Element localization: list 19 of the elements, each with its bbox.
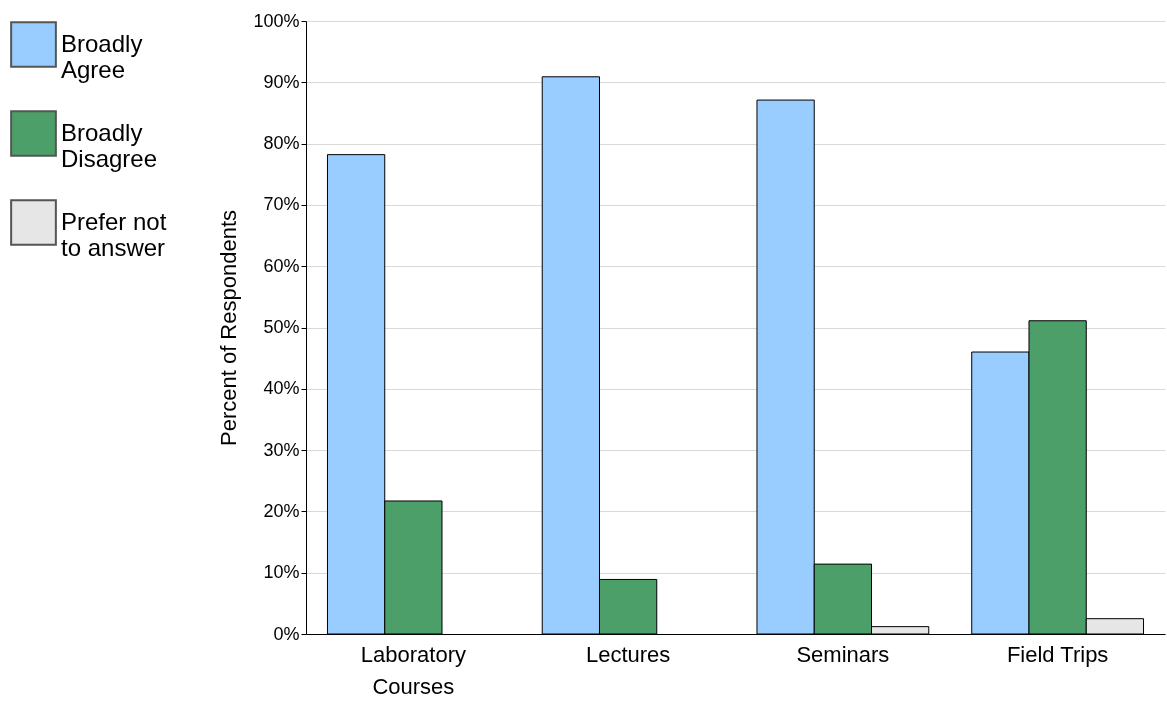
y-axis-title: Percent of Respondents	[216, 209, 242, 447]
x-tick-label: Seminars	[796, 641, 890, 667]
y-tick-label: 50%	[263, 317, 300, 337]
x-tick-label: Laboratory Courses	[360, 641, 466, 699]
y-tick-label: 90%	[263, 71, 300, 92]
legend-label: Broadly Agree	[61, 29, 143, 83]
x-tick-label: Lectures	[585, 641, 671, 667]
y-tick-label: 30%	[263, 439, 300, 460]
y-tick-label: 100%	[253, 10, 300, 31]
y-tick-label: 60%	[263, 255, 300, 276]
y-tick-label: 10%	[263, 562, 300, 583]
y-tick-label: 20%	[263, 500, 300, 521]
x-tick-label: Field Trips	[1006, 641, 1109, 667]
legend-label: Broadly Disagree	[61, 118, 158, 172]
y-tick-label: 40%	[263, 378, 300, 399]
legend-label: Prefer not to answer	[61, 207, 167, 261]
y-tick-label: 70%	[263, 194, 300, 215]
y-tick-label: 0%	[273, 623, 300, 644]
y-tick-label: 80%	[263, 133, 300, 154]
